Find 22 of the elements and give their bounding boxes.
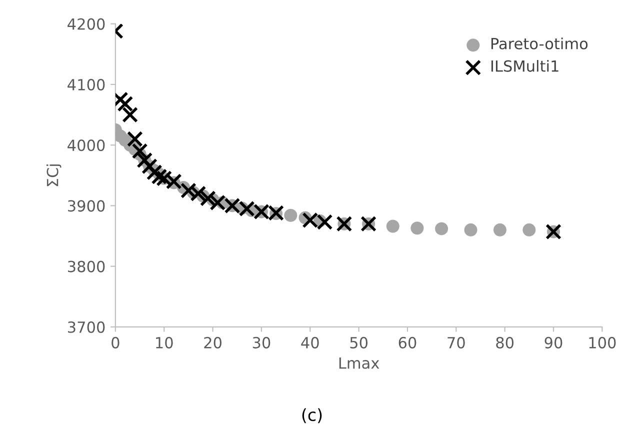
y-tick-label: 4000: [68, 140, 105, 152]
text: (c): [302, 408, 322, 424]
x-tick-label: 70: [448, 336, 465, 348]
y-tick-label: 3800: [68, 260, 105, 272]
x-tick-label: 60: [398, 336, 416, 348]
y-tick-label: 3900: [68, 200, 105, 212]
y-tick-label: 4200: [68, 18, 105, 30]
x-tick-label: 10: [156, 336, 173, 348]
y-axis-title: ΣCj: [46, 164, 62, 186]
y-tick-label: 3700: [68, 321, 105, 333]
x-tick-label: 40: [301, 336, 319, 348]
legend-label: Pareto-otimo: [491, 38, 588, 50]
legend-label: ILSMulti1: [491, 60, 558, 72]
y-tick-label: 4100: [68, 78, 105, 90]
x-tick-label: 20: [204, 336, 222, 348]
x-tick-label: 30: [252, 336, 270, 348]
x-tick-label: 90: [544, 336, 562, 348]
x-tick-label: 100: [589, 336, 616, 348]
x-tick-label: 80: [496, 336, 514, 348]
x-tick-label: 0: [112, 336, 120, 348]
x-axis-title: Lmax: [339, 357, 380, 369]
x-tick-label: 50: [350, 336, 368, 348]
